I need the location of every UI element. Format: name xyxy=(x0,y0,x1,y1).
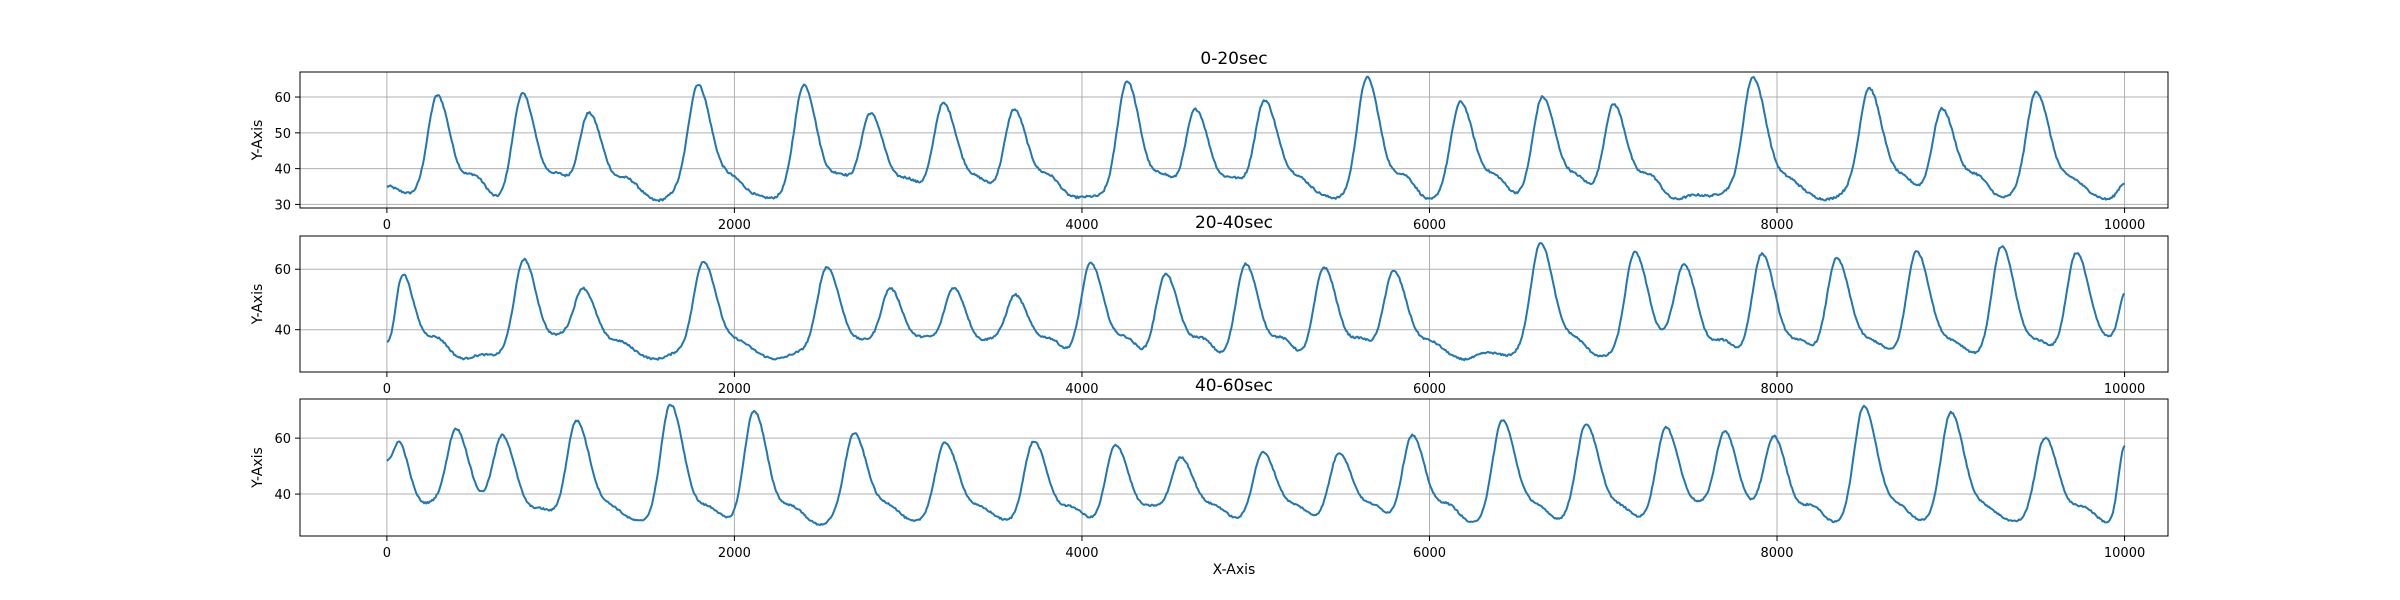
x-tick-label: 0 xyxy=(383,546,391,561)
x-tick-label: 2000 xyxy=(718,546,751,561)
subplot-2: 0 2000 4000 6000 8000 10000 40 60 20-40sec Y-Axis xyxy=(250,213,2169,397)
plot-frame xyxy=(299,235,2169,373)
x-tick-label: 10000 xyxy=(2104,546,2145,561)
subplot-1: 0 2000 4000 6000 8000 10000 30 40 50 60 0-20sec Y-A… xyxy=(250,49,2169,233)
y-tick-label: 50 xyxy=(274,127,291,142)
subplot-title: 20-40sec xyxy=(1195,213,1273,233)
x-axis-label: X-Axis xyxy=(1213,562,1256,578)
x-tick-label: 6000 xyxy=(1413,218,1446,233)
subplot-title: 0-20sec xyxy=(1200,49,1267,69)
x-tick-label: 8000 xyxy=(1760,546,1793,561)
x-tick-label: 4000 xyxy=(1065,382,1098,397)
y-tick-label: 40 xyxy=(274,163,291,178)
y-tick-label: 60 xyxy=(274,91,291,106)
plot-frame xyxy=(299,71,2169,209)
series-line xyxy=(386,242,2126,362)
x-tick-label: 10000 xyxy=(2104,382,2145,397)
y-tick-label: 60 xyxy=(274,432,291,447)
subplot-title: 40-60sec xyxy=(1195,376,1273,396)
x-tick-label: 6000 xyxy=(1413,382,1446,397)
x-tick-label: 6000 xyxy=(1413,546,1446,561)
y-tick-label: 40 xyxy=(274,488,291,503)
x-tick-label: 4000 xyxy=(1065,218,1098,233)
x-tick-label: 8000 xyxy=(1760,382,1793,397)
y-tick-label: 30 xyxy=(274,198,291,213)
y-axis-label: Y-Axis xyxy=(250,447,266,489)
plot-frame xyxy=(299,398,2169,537)
x-tick-label: 10000 xyxy=(2104,218,2145,233)
y-axis-label: Y-Axis xyxy=(250,284,266,326)
y-axis-label: Y-Axis xyxy=(250,120,266,162)
series-line xyxy=(386,403,2126,526)
x-tick-label: 8000 xyxy=(1760,218,1793,233)
x-tick-label: 4000 xyxy=(1065,546,1098,561)
subplot-3: 0 2000 4000 6000 8000 10000 40 60 40-60sec Y-Axis… xyxy=(250,376,2169,578)
series-line xyxy=(386,75,2125,203)
x-tick-label: 0 xyxy=(383,382,391,397)
x-tick-label: 2000 xyxy=(718,382,751,397)
y-tick-label: 40 xyxy=(274,324,291,339)
x-tick-label: 2000 xyxy=(718,218,751,233)
y-tick-label: 60 xyxy=(274,263,291,278)
x-tick-label: 0 xyxy=(383,218,391,233)
